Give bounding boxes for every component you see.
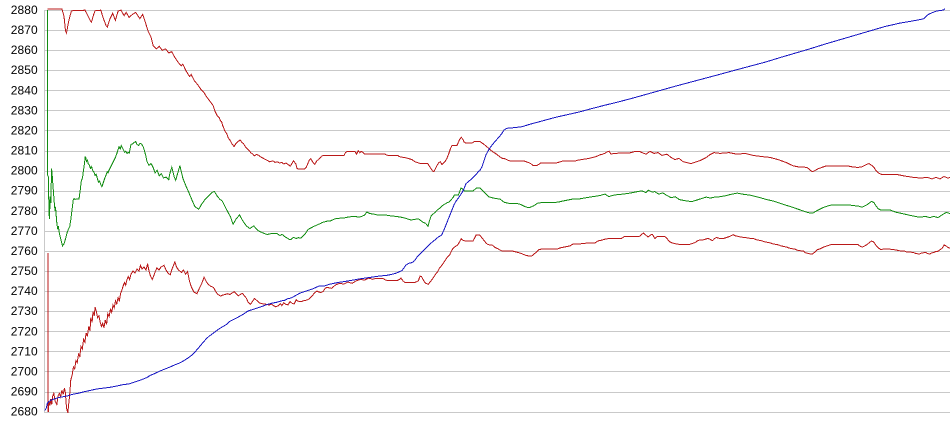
svg-text:2710: 2710 — [11, 344, 38, 358]
svg-text:2720: 2720 — [11, 324, 38, 338]
svg-text:2740: 2740 — [11, 284, 38, 298]
svg-text:2830: 2830 — [11, 103, 38, 117]
svg-text:2690: 2690 — [11, 385, 38, 399]
svg-text:2780: 2780 — [11, 204, 38, 218]
svg-text:2840: 2840 — [11, 83, 38, 97]
svg-text:2680: 2680 — [11, 405, 38, 419]
svg-text:2770: 2770 — [11, 224, 38, 238]
svg-text:2810: 2810 — [11, 144, 38, 158]
svg-text:2800: 2800 — [11, 164, 38, 178]
svg-text:2750: 2750 — [11, 264, 38, 278]
svg-text:2860: 2860 — [11, 43, 38, 57]
svg-text:2820: 2820 — [11, 124, 38, 138]
svg-text:2700: 2700 — [11, 364, 38, 378]
svg-text:2790: 2790 — [11, 184, 38, 198]
svg-text:2870: 2870 — [11, 23, 38, 37]
svg-text:2730: 2730 — [11, 304, 38, 318]
svg-text:2880: 2880 — [11, 3, 38, 17]
svg-text:2760: 2760 — [11, 244, 38, 258]
svg-text:2850: 2850 — [11, 63, 38, 77]
